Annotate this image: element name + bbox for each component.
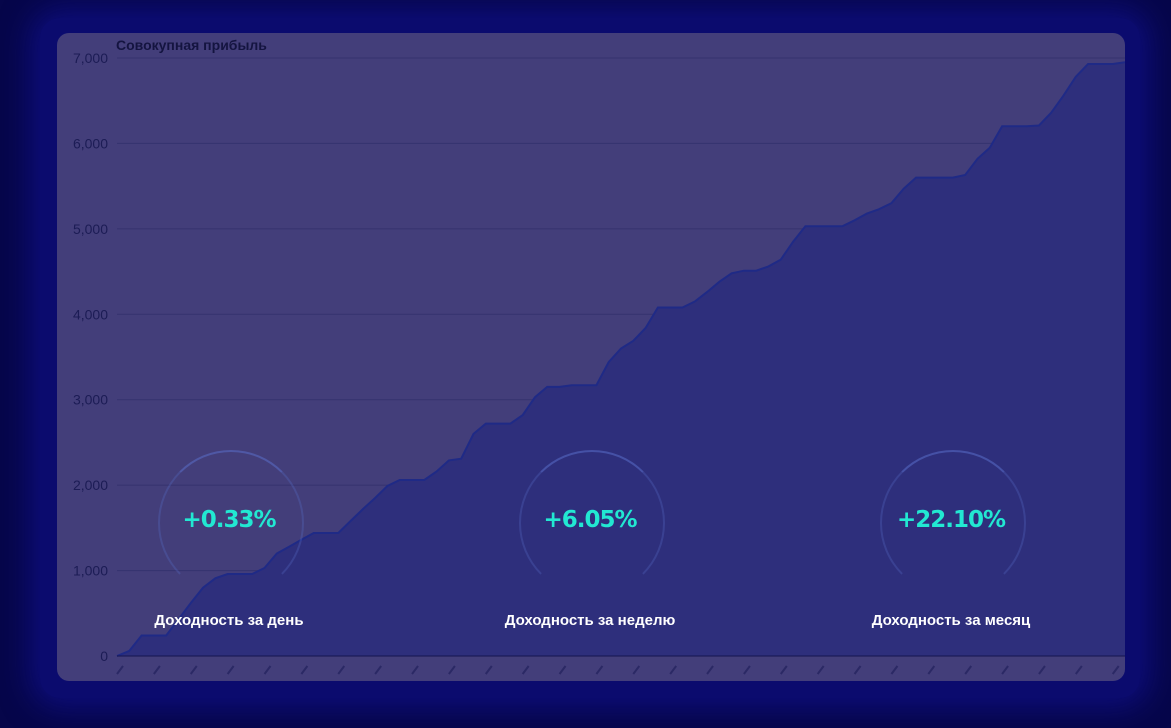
x-tick-mark [743,665,751,675]
x-tick-mark [189,665,198,675]
y-tick-label: 5,000 [73,221,108,237]
y-tick-label: 2,000 [73,477,108,493]
stat-label: Доходность за неделю [504,612,676,629]
x-tick-mark [300,665,309,675]
x-tick-mark [1075,665,1083,675]
stat-label: Доходность за день [154,612,304,629]
chart-title: Совокупная прибыль [116,37,267,53]
x-tick-mark [263,665,272,675]
y-tick-label: 0 [100,648,108,664]
x-tick-mark [890,665,899,675]
x-tick-mark [558,665,567,675]
y-tick-label: 1,000 [73,563,108,579]
x-tick-mark [964,665,972,675]
x-tick-mark [1111,665,1120,675]
x-tick-mark [448,665,456,675]
x-tick-mark [706,665,714,675]
ring-decoration [158,450,304,596]
stat-value: +0.33% [182,507,276,533]
x-tick-mark [374,665,382,675]
x-tick-mark [1038,665,1046,675]
ring-decoration [519,450,665,596]
stat-value: +22.10% [896,507,1006,533]
x-tick-mark [595,665,604,675]
x-tick-mark [669,665,677,675]
x-tick-mark [116,665,124,675]
x-tick-mark [816,665,825,675]
x-tick-mark [780,665,788,675]
x-tick-mark [153,665,161,675]
x-tick-mark [927,665,936,675]
x-tick-mark [484,665,493,675]
stat-label: Доходность за месяц [871,612,1031,629]
x-tick-mark [1001,665,1009,675]
y-tick-label: 6,000 [73,135,108,151]
x-tick-mark [632,665,641,675]
x-tick-mark [411,665,419,675]
stat-value: +6.05% [543,507,637,533]
area-fill [117,62,1125,657]
x-tick-mark [521,665,530,675]
y-tick-label: 4,000 [73,306,108,322]
x-tick-mark [337,665,346,675]
x-tick-mark [226,665,235,675]
y-tick-label: 3,000 [73,392,108,408]
x-tick-mark [853,665,862,675]
ring-decoration [880,450,1026,596]
y-tick-label: 7,000 [73,50,108,66]
